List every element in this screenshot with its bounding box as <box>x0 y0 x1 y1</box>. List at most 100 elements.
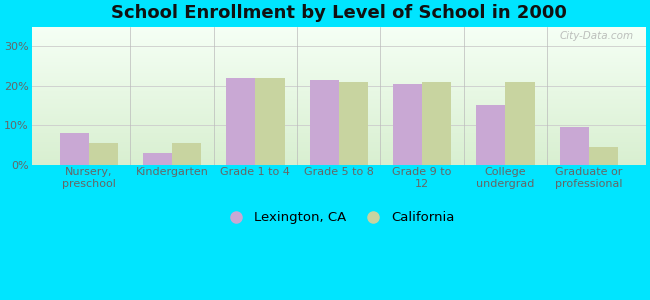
Bar <box>32 91 646 92</box>
Bar <box>32 31 646 32</box>
Bar <box>32 99 646 100</box>
Bar <box>32 111 646 112</box>
Bar <box>309 80 339 165</box>
Bar <box>32 143 646 144</box>
Bar <box>589 147 618 165</box>
Bar <box>60 133 89 165</box>
Bar <box>32 97 646 98</box>
Bar <box>32 113 646 114</box>
Bar <box>32 114 646 115</box>
Bar <box>32 42 646 43</box>
Bar <box>506 82 534 165</box>
Bar <box>32 46 646 47</box>
Bar <box>422 82 451 165</box>
Bar <box>32 79 646 80</box>
Bar <box>32 147 646 148</box>
Bar <box>32 90 646 91</box>
Bar <box>32 28 646 29</box>
Bar <box>32 55 646 56</box>
Bar <box>32 62 646 63</box>
Bar <box>32 27 646 28</box>
Bar <box>32 44 646 45</box>
Bar <box>32 53 646 54</box>
Bar <box>32 80 646 81</box>
Bar <box>32 93 646 94</box>
Bar <box>32 145 646 146</box>
Bar <box>32 164 646 165</box>
Bar <box>32 106 646 107</box>
Bar <box>32 152 646 153</box>
Bar <box>32 30 646 31</box>
Bar <box>32 32 646 33</box>
Bar <box>32 98 646 99</box>
Bar <box>32 68 646 69</box>
Bar <box>32 160 646 161</box>
Bar <box>32 61 646 62</box>
Bar <box>32 151 646 152</box>
Bar <box>32 160 646 161</box>
Bar <box>32 156 646 157</box>
Bar <box>32 49 646 50</box>
Bar <box>32 154 646 155</box>
Bar <box>32 136 646 137</box>
Bar <box>32 52 646 53</box>
Bar <box>32 73 646 74</box>
Bar <box>32 162 646 163</box>
Bar <box>32 125 646 126</box>
Bar <box>32 153 646 154</box>
Bar <box>32 138 646 139</box>
Bar <box>32 64 646 65</box>
Bar <box>32 75 646 76</box>
Bar <box>32 45 646 46</box>
Bar <box>32 137 646 138</box>
Bar <box>32 158 646 159</box>
Bar <box>32 116 646 117</box>
Bar <box>393 84 422 165</box>
Bar <box>32 150 646 151</box>
Bar <box>32 123 646 124</box>
Bar <box>32 37 646 38</box>
Bar <box>32 96 646 97</box>
Bar <box>32 133 646 134</box>
Bar <box>32 50 646 51</box>
Bar <box>32 132 646 133</box>
Bar <box>32 115 646 116</box>
Bar <box>32 89 646 90</box>
Bar <box>32 54 646 55</box>
Bar <box>32 84 646 85</box>
Bar <box>32 70 646 71</box>
Bar <box>476 105 506 165</box>
Bar <box>32 67 646 68</box>
Bar <box>32 74 646 75</box>
Bar <box>143 153 172 165</box>
Bar <box>32 127 646 128</box>
Bar <box>32 159 646 160</box>
Bar <box>32 69 646 70</box>
Bar <box>32 83 646 84</box>
Bar <box>32 134 646 135</box>
Bar <box>32 117 646 118</box>
Text: City-Data.com: City-Data.com <box>560 31 634 40</box>
Bar <box>32 141 646 142</box>
Bar <box>32 87 646 88</box>
Bar <box>32 94 646 95</box>
Bar <box>32 95 646 96</box>
Bar <box>89 143 118 165</box>
Bar <box>32 60 646 61</box>
Bar <box>32 40 646 41</box>
Bar <box>32 88 646 89</box>
Bar <box>32 57 646 58</box>
Bar <box>32 39 646 40</box>
Bar <box>32 146 646 147</box>
Bar <box>32 110 646 111</box>
Bar <box>32 59 646 60</box>
Bar <box>32 38 646 39</box>
Bar <box>32 26 646 27</box>
Bar <box>32 131 646 132</box>
Bar <box>339 82 368 165</box>
Bar <box>226 78 255 165</box>
Bar <box>32 104 646 105</box>
Bar <box>32 34 646 35</box>
Bar <box>32 120 646 121</box>
Bar <box>32 77 646 78</box>
